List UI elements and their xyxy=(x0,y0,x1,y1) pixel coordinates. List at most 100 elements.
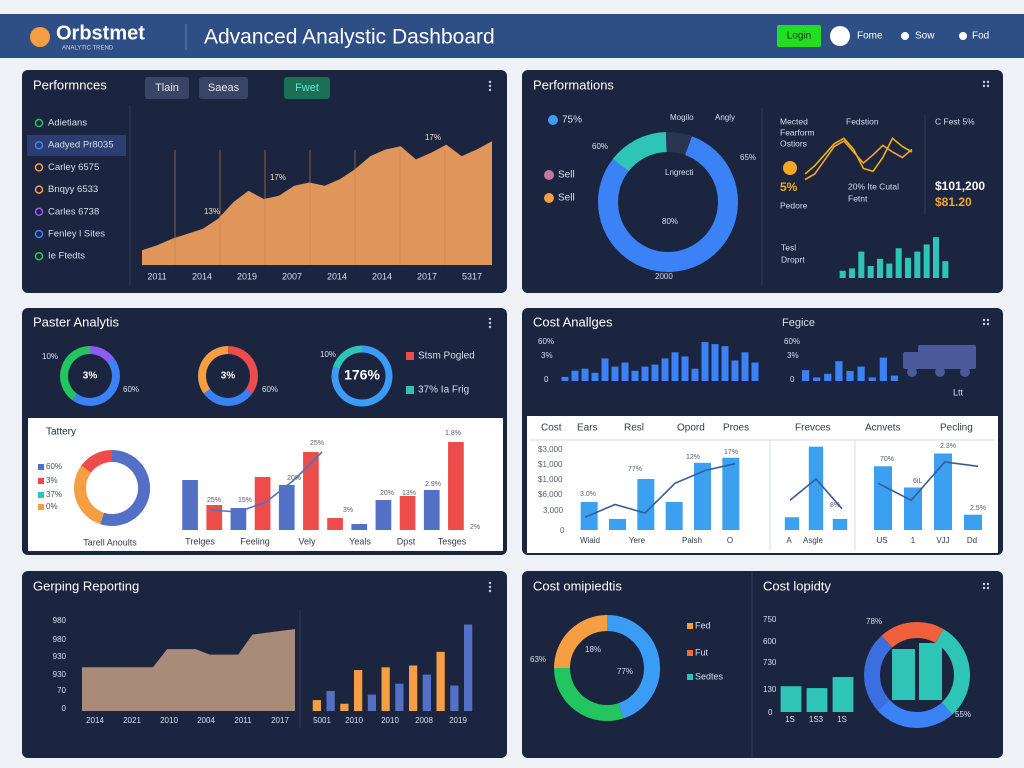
donut-segment xyxy=(203,388,253,406)
bar xyxy=(611,366,619,381)
bar xyxy=(278,485,295,530)
menu-item[interactable]: Carley 6575 xyxy=(48,162,99,173)
logo-subtitle: ANALYTIC TREND xyxy=(62,46,114,52)
bar xyxy=(326,690,335,711)
menu-item[interactable]: Aadyed Pr8035 xyxy=(48,140,114,151)
y-tick-label: 60% xyxy=(784,337,800,346)
chart-label: Mogilo xyxy=(670,113,694,122)
panel-title: Gerping Reporting xyxy=(33,578,139,593)
chart-label: Lngrecti xyxy=(665,168,694,177)
legend-label: 3% xyxy=(46,476,58,485)
bar xyxy=(824,373,832,381)
menu-item[interactable]: Carles 6738 xyxy=(48,206,99,217)
x-tick-label: 2014 xyxy=(327,271,347,281)
annotation: 12% xyxy=(686,454,700,461)
menu-highlight xyxy=(27,135,126,156)
tab[interactable]: Saeas xyxy=(208,82,240,94)
logo-icon xyxy=(30,27,50,47)
x-tick-label: 2007 xyxy=(282,271,302,281)
card xyxy=(527,416,998,553)
bar xyxy=(832,518,848,530)
more-icon xyxy=(986,322,990,326)
bar xyxy=(694,462,711,530)
menu-item[interactable]: Adietians xyxy=(48,118,87,129)
annotation: 70% xyxy=(880,456,894,463)
metric-label: Ostiors xyxy=(780,138,807,148)
more-icon xyxy=(986,84,990,88)
menu-dot xyxy=(34,251,44,261)
more-icon xyxy=(488,84,492,88)
donut-segment xyxy=(606,615,660,719)
y-tick-label: 750 xyxy=(763,615,777,624)
x-tick-label: 2010 xyxy=(381,716,399,725)
x-tick-label: 2021 xyxy=(123,716,141,725)
bar xyxy=(874,466,892,530)
x-tick-label: 2014 xyxy=(86,716,104,725)
bar xyxy=(303,452,319,530)
bar xyxy=(601,358,609,381)
menu-item[interactable]: Fenley l Sites xyxy=(48,229,105,240)
legend-dot xyxy=(548,115,558,125)
x-tick-label: 2019 xyxy=(449,716,467,725)
x-tick-label: Yere xyxy=(629,536,646,545)
legend-swatch xyxy=(38,464,44,470)
tab[interactable]: Tlain xyxy=(155,82,179,94)
donut-segment xyxy=(554,615,608,669)
bar xyxy=(651,364,659,381)
bar xyxy=(923,244,930,278)
legend-swatch xyxy=(38,478,44,484)
menu-dot xyxy=(34,118,44,128)
tab[interactable] xyxy=(199,77,248,99)
more-icon xyxy=(488,585,492,589)
x-tick-label: A xyxy=(786,536,792,545)
bar xyxy=(868,377,876,381)
bar xyxy=(751,362,759,381)
bar xyxy=(839,270,846,278)
x-tick-label: 2014 xyxy=(372,271,392,281)
donut-segment xyxy=(332,345,363,370)
annotation: 20% xyxy=(287,475,301,482)
area xyxy=(82,629,295,711)
more-icon xyxy=(488,317,492,321)
header-bar xyxy=(0,14,1024,58)
bar xyxy=(327,518,343,530)
table-header: Opord xyxy=(677,423,705,434)
tab[interactable] xyxy=(145,77,189,99)
header-button[interactable]: Sow xyxy=(915,31,935,42)
header-button[interactable]: Login xyxy=(787,31,811,42)
button[interactable] xyxy=(777,25,821,47)
menu-item[interactable]: Ie Ftedts xyxy=(48,251,85,262)
header-button[interactable]: Fod xyxy=(972,31,989,42)
bar xyxy=(904,487,922,530)
bar xyxy=(340,703,349,711)
bar xyxy=(661,358,669,381)
x-tick-label: Dd xyxy=(967,536,977,545)
bar xyxy=(448,442,464,530)
bar xyxy=(808,446,824,530)
panel-subtitle: Fegice xyxy=(782,317,815,329)
logo: Orbstmet xyxy=(56,22,145,44)
header-button[interactable]: Fome xyxy=(857,31,883,42)
legend-label: Fut xyxy=(695,647,709,657)
nav-icon xyxy=(901,32,909,40)
menu-item[interactable]: Bnqyy 6533 xyxy=(48,184,98,195)
more-icon xyxy=(488,589,492,593)
panel-title: Performations xyxy=(533,77,614,92)
bar xyxy=(561,376,569,381)
bar xyxy=(395,683,404,711)
panel-title: Cost Anallges xyxy=(533,314,613,329)
donut-segment xyxy=(227,346,258,394)
tab[interactable]: Fwet xyxy=(295,82,319,94)
trend-line xyxy=(877,461,979,502)
y-tick-label: 130 xyxy=(763,685,777,694)
bar xyxy=(581,368,589,381)
chart-label: 10% xyxy=(320,350,336,359)
x-tick-label: O xyxy=(727,536,733,545)
legend-label: 75% xyxy=(562,115,582,126)
legend-label: Sell xyxy=(558,170,575,181)
y-tick-label: 980 xyxy=(53,616,67,625)
menu-dot xyxy=(34,163,44,172)
table-header: Resl xyxy=(624,423,644,434)
tab[interactable] xyxy=(284,77,330,99)
trend-line xyxy=(804,137,913,175)
